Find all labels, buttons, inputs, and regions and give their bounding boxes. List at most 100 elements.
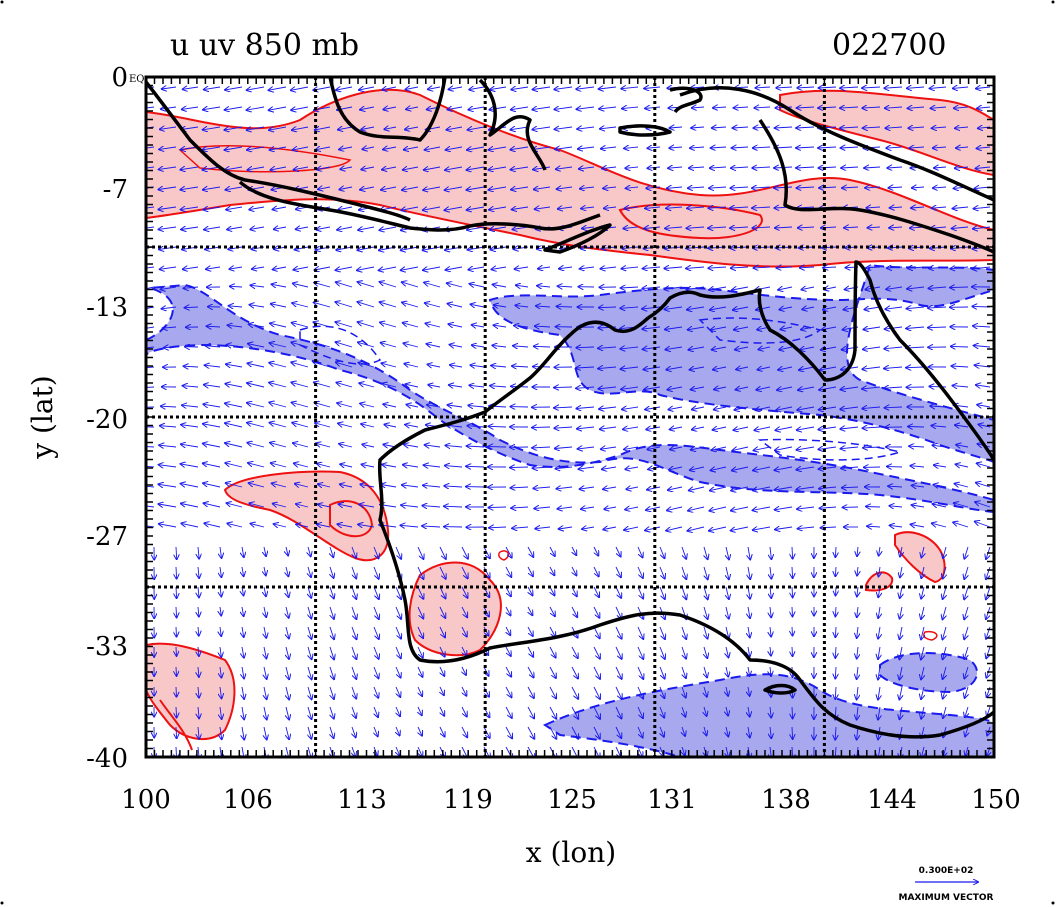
wind-vector bbox=[691, 447, 705, 450]
wind-vector bbox=[466, 466, 485, 467]
wind-vector bbox=[912, 187, 925, 188]
wind-vector bbox=[884, 87, 903, 88]
wind-vector bbox=[401, 247, 419, 250]
wind-vector bbox=[227, 503, 243, 508]
wind-vector bbox=[577, 127, 595, 129]
wind-vector bbox=[264, 626, 266, 638]
wind-vector bbox=[690, 467, 705, 470]
wind-vector bbox=[447, 127, 463, 130]
wind-vector bbox=[294, 463, 309, 467]
wind-vector bbox=[511, 127, 529, 130]
wind-vector bbox=[203, 127, 221, 130]
wind-vector bbox=[286, 666, 289, 679]
wind-vector bbox=[953, 386, 969, 387]
wind-vector bbox=[659, 566, 665, 579]
wind-vector bbox=[417, 546, 424, 559]
wind-vector bbox=[688, 506, 705, 511]
wind-vector bbox=[269, 107, 287, 110]
wind-vector bbox=[687, 307, 705, 310]
wind-vector bbox=[644, 227, 661, 229]
wind-vector bbox=[841, 467, 859, 468]
wind-vector bbox=[599, 307, 617, 308]
y-tick-label: -40 bbox=[86, 744, 128, 774]
wind-vector bbox=[359, 504, 375, 507]
wind-vector bbox=[404, 364, 419, 367]
wind-vector bbox=[648, 147, 661, 148]
wind-vector bbox=[181, 484, 199, 487]
wind-vector bbox=[954, 503, 969, 508]
wind-vector bbox=[248, 167, 265, 170]
x-tick-label: 144 bbox=[867, 785, 917, 815]
wind-vector bbox=[467, 426, 485, 427]
wind-vector bbox=[929, 386, 947, 387]
wind-vector bbox=[977, 405, 991, 407]
wind-vector bbox=[792, 566, 793, 578]
wind-vector bbox=[933, 445, 947, 447]
wind-vector bbox=[329, 646, 334, 659]
wind-vector bbox=[406, 107, 419, 109]
wind-vector bbox=[158, 207, 177, 210]
wind-vector bbox=[182, 405, 199, 407]
wind-vector bbox=[447, 425, 463, 427]
wind-vector bbox=[417, 586, 423, 599]
wind-vector bbox=[931, 426, 947, 427]
wind-vector bbox=[659, 546, 665, 558]
wind-vector bbox=[943, 606, 947, 619]
wind-vector bbox=[687, 287, 705, 290]
wind-vector bbox=[704, 646, 707, 658]
wind-vector bbox=[467, 167, 485, 170]
wind-vector bbox=[533, 147, 551, 150]
wind-vector bbox=[802, 307, 815, 309]
wind-vector bbox=[645, 407, 661, 410]
wind-vector bbox=[756, 307, 771, 310]
wind-vector bbox=[973, 227, 991, 229]
wind-vector bbox=[506, 606, 511, 615]
wind-vector bbox=[689, 347, 705, 350]
wind-vector bbox=[681, 646, 686, 659]
wind-vector bbox=[286, 606, 289, 618]
wind-vector bbox=[315, 127, 331, 130]
wind-vector bbox=[206, 267, 221, 269]
wind-vector bbox=[362, 147, 375, 149]
wind-vector bbox=[943, 566, 946, 579]
wind-vector bbox=[797, 427, 815, 430]
wind-vector bbox=[318, 504, 331, 507]
wind-vector bbox=[868, 227, 881, 228]
wind-vector bbox=[775, 507, 793, 510]
wind-vector bbox=[527, 626, 533, 636]
wind-vector bbox=[908, 107, 925, 108]
wind-vector bbox=[316, 147, 331, 150]
wind-vector bbox=[162, 307, 177, 309]
wind-vector bbox=[308, 546, 311, 556]
wind-vector bbox=[336, 362, 353, 368]
wind-vector bbox=[974, 207, 991, 209]
wind-vector bbox=[286, 546, 288, 555]
wind-vector bbox=[401, 505, 419, 507]
wind-vector bbox=[373, 606, 379, 619]
wind-vector bbox=[272, 284, 287, 287]
wind-vector bbox=[247, 403, 265, 408]
wind-vector bbox=[900, 586, 902, 598]
wind-vector bbox=[269, 383, 287, 388]
wind-vector bbox=[777, 267, 793, 268]
wind-vector bbox=[181, 444, 199, 447]
wind-vector bbox=[271, 167, 287, 170]
wind-vector bbox=[841, 167, 859, 168]
wind-vector bbox=[308, 626, 312, 639]
x-tick-label: 125 bbox=[547, 785, 597, 815]
wind-vector bbox=[578, 447, 595, 449]
wind-vector bbox=[395, 586, 401, 599]
wind-vector bbox=[934, 485, 947, 487]
wind-vector bbox=[665, 247, 683, 249]
wind-vector bbox=[247, 383, 265, 388]
x-tick-label: 138 bbox=[761, 785, 811, 815]
wind-vector bbox=[379, 267, 397, 270]
wind-vector bbox=[534, 346, 551, 347]
wind-vector bbox=[161, 406, 177, 407]
wind-vector bbox=[840, 87, 859, 88]
wind-vector bbox=[444, 506, 463, 507]
wind-vector bbox=[264, 566, 266, 575]
wind-vector bbox=[690, 147, 705, 148]
wind-vector bbox=[730, 207, 749, 208]
wind-vector bbox=[748, 646, 750, 657]
